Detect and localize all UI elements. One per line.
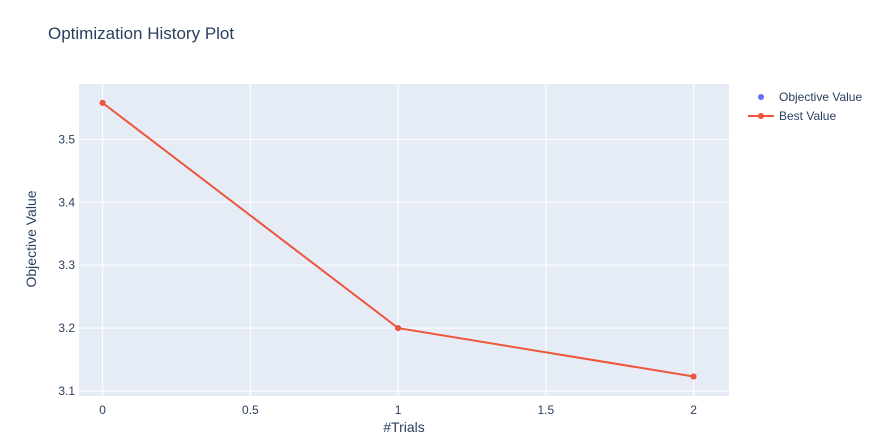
y-tick-label: 3.4 (58, 195, 75, 209)
x-axis-title: #Trials (383, 419, 425, 435)
y-axis-title: Objective Value (23, 190, 39, 287)
x-tick-label: 2 (690, 403, 697, 417)
x-tick-label: 0 (99, 403, 106, 417)
plot-area (79, 84, 729, 396)
chart-title: Optimization History Plot (48, 24, 234, 43)
legend-label: Objective Value (779, 90, 862, 104)
legend: Objective Value Best Value (748, 90, 862, 123)
y-axis-ticks: 3.1 3.2 3.3 3.4 3.5 (58, 132, 75, 398)
best-value-point (395, 325, 402, 332)
best-value-point (690, 373, 697, 380)
legend-label: Best Value (779, 109, 836, 123)
x-tick-label: 1 (395, 403, 402, 417)
y-tick-label: 3.1 (58, 384, 75, 398)
series-layer (99, 99, 697, 380)
y-tick-label: 3.5 (58, 132, 75, 146)
legend-item[interactable]: Best Value (748, 109, 836, 123)
legend-marker-swatch (758, 113, 764, 119)
x-tick-label: 1.5 (537, 403, 554, 417)
x-tick-label: 0.5 (242, 403, 259, 417)
y-tick-label: 3.2 (58, 321, 75, 335)
legend-item[interactable]: Objective Value (758, 90, 862, 104)
best-value-point (99, 99, 106, 106)
x-axis-ticks: 0 0.5 1 1.5 2 (99, 403, 697, 417)
legend-marker-swatch (758, 94, 764, 100)
y-tick-label: 3.3 (58, 258, 75, 272)
